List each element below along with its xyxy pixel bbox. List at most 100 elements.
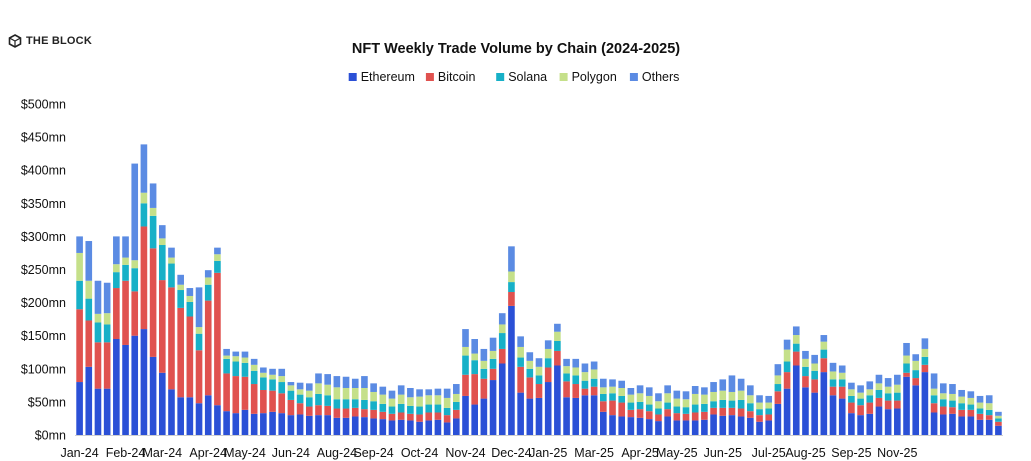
bar-segment-ethereum [719, 415, 727, 435]
bar-segment-polygon [94, 313, 102, 323]
legend-swatch [559, 73, 568, 81]
bar-segment-bitcoin [296, 403, 304, 415]
bar-segment-ethereum [122, 344, 129, 435]
bar-segment-others [480, 348, 488, 361]
x-tick-label: Jul-25 [752, 446, 786, 460]
bar-segment-solana [149, 215, 157, 249]
bar-segment-ethereum [361, 417, 368, 435]
bar-segment-polygon [811, 363, 818, 371]
bar-segment-bitcoin [489, 368, 497, 381]
bar-segment-others [149, 183, 157, 208]
bar-segment-ethereum [618, 416, 626, 435]
legend-item-ethereum: Ethereum [348, 70, 415, 84]
bar-segment-others [967, 391, 975, 398]
bar-segment-polygon [113, 264, 120, 273]
bar-segment-polygon [691, 393, 699, 405]
bar-segment-bitcoin [186, 316, 194, 398]
bar-segment-polygon [563, 366, 570, 374]
bar-segment-polygon [324, 384, 331, 396]
y-tick-label: $250mn [21, 263, 66, 277]
cube-logo-icon [8, 34, 22, 48]
bar-segment-bitcoin [783, 372, 791, 389]
bar-segment-ethereum [756, 421, 763, 435]
bar-segment-others [113, 236, 120, 265]
bar-segment-bitcoin [462, 374, 469, 396]
bar-segment-solana [278, 382, 286, 394]
y-tick-label: $50mn [28, 395, 66, 409]
bar-segment-ethereum [976, 419, 984, 435]
bar-segment-ethereum [563, 397, 570, 435]
bar-segment-solana [508, 282, 515, 293]
bar-segment-solana [103, 324, 111, 343]
bar-segment-polygon [361, 388, 368, 400]
bar-segment-ethereum [397, 419, 405, 435]
bar-segment-polygon [967, 397, 975, 405]
bar-segment-ethereum [453, 418, 460, 435]
bar-segment-bitcoin [756, 415, 763, 422]
bar-segment-polygon [894, 384, 901, 393]
bar-segment-ethereum [204, 395, 212, 435]
x-tick-label: Sep-24 [353, 446, 393, 460]
bar-segment-ethereum [995, 425, 1002, 435]
bar-segment-others [388, 390, 396, 399]
bar-segment-solana [443, 407, 451, 416]
bar-segment-polygon [471, 353, 478, 361]
bar-segment-polygon [195, 327, 203, 334]
bar-segment-bitcoin [857, 405, 864, 416]
bar-segment-polygon [333, 387, 341, 400]
bar-segment-others [434, 388, 442, 396]
bar-segment-others [636, 385, 644, 394]
bar-segment-others [811, 354, 818, 364]
bar-segment-bitcoin [673, 413, 681, 421]
legend-swatch [348, 73, 357, 81]
bar-segment-solana [783, 361, 791, 373]
bar-segment-others [278, 368, 286, 377]
bar-segment-others [875, 374, 883, 384]
bar-segment-solana [719, 399, 727, 408]
bar-segment-solana [214, 260, 221, 273]
x-tick-label: Aug-25 [785, 446, 825, 460]
bar-segment-others [296, 382, 304, 390]
bar-segment-bitcoin [425, 412, 433, 421]
brand-name: THE BLOCK [26, 35, 92, 47]
y-tick-label: $100mn [21, 362, 66, 376]
bar-segment-others [976, 395, 984, 403]
bar-segment-solana [747, 403, 754, 412]
legend-item-solana: Solana [496, 70, 547, 84]
bar-segment-ethereum [278, 413, 286, 435]
bar-segment-solana [600, 393, 607, 402]
bar-segment-bitcoin [976, 413, 984, 420]
bar-segment-polygon [149, 207, 157, 216]
bar-segment-bitcoin [765, 414, 773, 421]
bar-segment-ethereum [636, 417, 644, 435]
bar-segment-ethereum [609, 415, 616, 435]
bar-segment-ethereum [407, 420, 414, 435]
bar-segment-polygon [140, 192, 148, 204]
bar-segment-polygon [884, 386, 892, 394]
bar-segment-bitcoin [204, 300, 212, 396]
bar-segment-polygon [765, 402, 773, 409]
bar-segment-others [122, 236, 129, 258]
bar-segment-solana [563, 373, 570, 382]
bar-segment-others [526, 352, 534, 361]
bar-segment-others [829, 362, 837, 372]
bar-segment-solana [636, 401, 644, 410]
bar-segment-bitcoin [590, 386, 598, 396]
bar-segment-solana [581, 380, 589, 389]
bar-segment-polygon [618, 388, 626, 396]
bar-segment-polygon [351, 388, 359, 400]
bar-segment-solana [691, 404, 699, 413]
bar-segment-ethereum [195, 403, 203, 435]
legend-swatch [629, 73, 638, 81]
bar-segment-bitcoin [737, 408, 745, 417]
bar-segment-bitcoin [691, 412, 699, 421]
bar-segment-solana [848, 395, 855, 403]
bar-segment-polygon [747, 395, 754, 404]
bar-segment-bitcoin [811, 379, 818, 393]
bar-segment-bitcoin [517, 366, 524, 393]
bar-segment-others [333, 376, 341, 388]
bar-segment-bitcoin [122, 280, 129, 345]
bar-segment-polygon [416, 396, 423, 407]
bar-segment-others [315, 373, 322, 384]
bar-segment-others [949, 384, 956, 394]
